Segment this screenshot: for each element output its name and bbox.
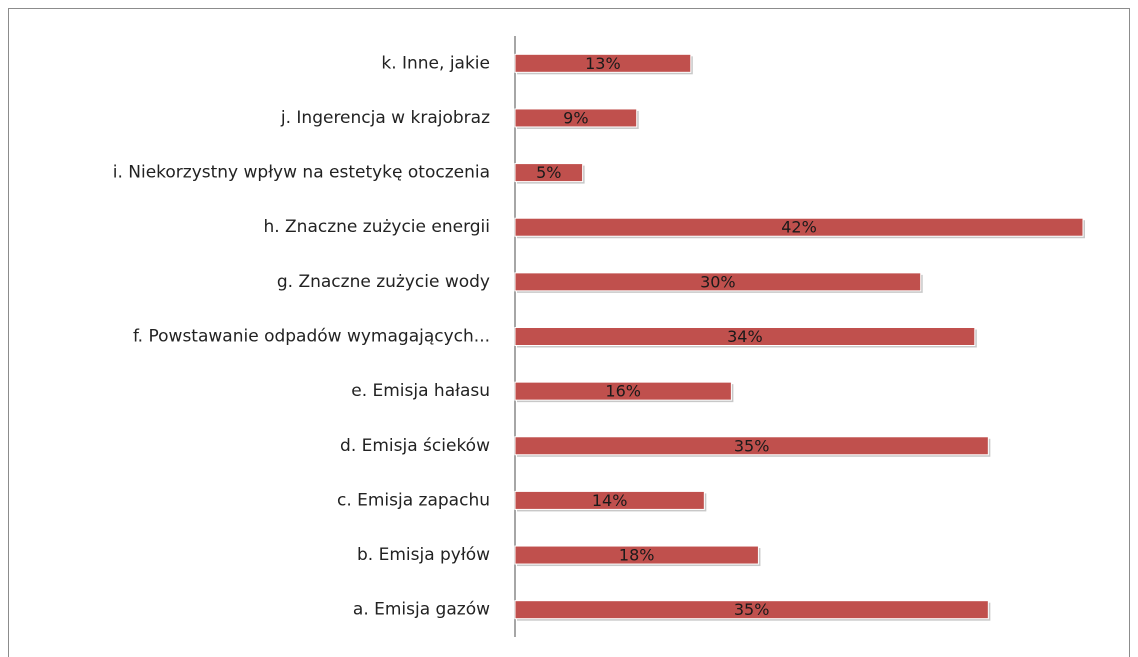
value-label: 35% bbox=[734, 436, 770, 455]
bar bbox=[514, 217, 1084, 237]
bar bbox=[514, 53, 692, 73]
bar bbox=[514, 545, 759, 565]
bar bbox=[514, 108, 638, 128]
y-tick-label: i. Niekorzystny wpływ na estetykę otocze… bbox=[113, 163, 490, 183]
y-tick-label: h. Znaczne zużycie energii bbox=[263, 217, 490, 237]
y-tick-label: c. Emisja zapachu bbox=[337, 490, 490, 510]
value-label: 9% bbox=[563, 108, 588, 127]
value-label: 18% bbox=[619, 546, 655, 565]
y-tick-label: j. Ingerencja w krajobraz bbox=[280, 108, 490, 128]
y-tick-label: k. Inne, jakie bbox=[381, 53, 490, 73]
value-label: 13% bbox=[585, 54, 621, 73]
bar bbox=[514, 381, 732, 401]
y-tick-label: b. Emisja pyłów bbox=[357, 545, 490, 565]
value-label: 35% bbox=[734, 600, 770, 619]
value-label: 16% bbox=[605, 382, 641, 401]
bar bbox=[514, 436, 989, 456]
y-tick-label: e. Emisja hałasu bbox=[351, 381, 490, 401]
bar bbox=[514, 490, 705, 510]
y-tick-label: d. Emisja ścieków bbox=[340, 436, 490, 456]
value-label: 42% bbox=[781, 218, 817, 237]
chart-frame bbox=[8, 8, 1130, 657]
bar bbox=[514, 163, 584, 183]
bar bbox=[514, 327, 976, 346]
y-tick-label: g. Znaczne zużycie wody bbox=[277, 272, 490, 292]
value-label: 14% bbox=[592, 491, 628, 510]
value-label: 30% bbox=[700, 272, 736, 291]
y-tick-label: a. Emisja gazów bbox=[353, 600, 490, 620]
y-tick-label: f. Powstawanie odpadów wymagających... bbox=[133, 327, 490, 347]
bar bbox=[514, 272, 922, 292]
bar bbox=[514, 600, 989, 620]
value-label: 34% bbox=[727, 327, 763, 346]
value-label: 5% bbox=[536, 163, 561, 182]
